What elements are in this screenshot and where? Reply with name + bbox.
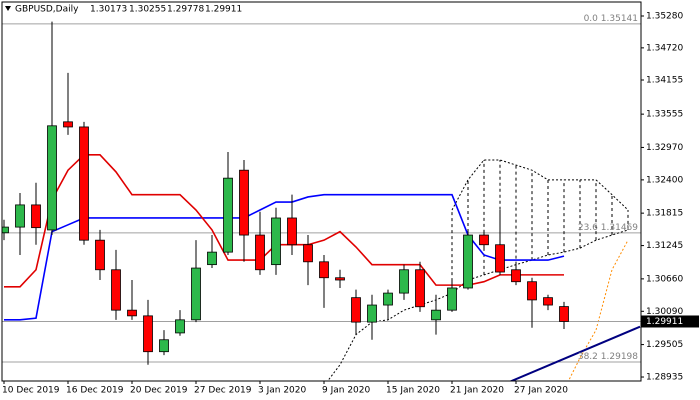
fibo-price: 1.35141 (601, 13, 638, 23)
symbol: GBPUSD,Daily (15, 5, 79, 15)
y-tick-label: 1.34155 (646, 76, 683, 86)
ohlc-low: 1.29778 (167, 5, 204, 15)
candle-body (415, 269, 425, 308)
candle-body (383, 292, 393, 306)
candle-body (303, 244, 313, 263)
candle-body (271, 217, 281, 266)
candle-body (159, 339, 169, 353)
candle-body (95, 239, 105, 271)
ohlc-high: 1.30255 (129, 5, 166, 15)
fibo-ratio: 23.6 (578, 222, 598, 232)
candle-body (239, 169, 249, 236)
candle-body (31, 204, 41, 229)
y-tick-label: 1.35280 (646, 11, 683, 21)
candle-body (479, 234, 489, 246)
trendline-line (509, 325, 641, 381)
candle-body (207, 251, 217, 266)
candle-body (543, 297, 553, 306)
ohlc-close: 1.29911 (205, 5, 242, 15)
candle-body (527, 281, 537, 301)
x-tick-label: 21 Jan 2020 (450, 386, 504, 396)
candle-body (559, 306, 569, 322)
fibo-price: 1.31469 (601, 222, 638, 232)
candle-body (447, 287, 457, 311)
candle-body (319, 261, 329, 279)
fibo-ratio: 38.2 (578, 352, 598, 362)
y-tick-label: 1.32400 (646, 175, 683, 185)
price-tag-label: 1.29911 (646, 317, 683, 327)
y-tick-label: 1.31815 (646, 209, 683, 219)
ohlc-open: 1.30173 (90, 5, 127, 15)
candle-body (175, 319, 185, 334)
candle-body (287, 217, 297, 246)
candle-body (63, 121, 73, 128)
candle-body (495, 244, 505, 273)
candle-body (255, 234, 265, 271)
candle-body (463, 234, 473, 289)
fibo-price: 1.29198 (601, 352, 638, 362)
candle-body (431, 309, 441, 321)
y-tick-label: 1.32970 (646, 143, 683, 153)
x-tick-label: 3 Jan 2020 (258, 386, 306, 396)
fibo-label: 23.6 1.31469 (578, 222, 638, 232)
x-tick-label: 27 Dec 2019 (194, 386, 252, 396)
y-tick-label: 1.33555 (646, 110, 683, 120)
x-tick-label: 15 Jan 2020 (386, 386, 440, 396)
x-tick-label: 9 Jan 2020 (322, 386, 370, 396)
candle-body (79, 126, 89, 241)
candle-body (511, 269, 521, 283)
candle-body (2, 226, 9, 234)
y-tick-label: 1.29505 (646, 340, 683, 350)
span-a-line (327, 229, 629, 381)
price-tag (641, 315, 699, 328)
fibo-ratio: 0.0 (584, 13, 599, 23)
candle-body (47, 125, 57, 231)
candle-body (399, 269, 409, 294)
x-tick-label: 27 Jan 2020 (514, 386, 568, 396)
candle-body (191, 267, 201, 321)
candle-body (335, 277, 345, 281)
y-tick-label: 1.34720 (646, 43, 683, 53)
candle-body (223, 177, 233, 253)
y-tick-label: 1.31245 (646, 241, 683, 251)
x-tick-label: 10 Dec 2019 (2, 386, 60, 396)
candle-body (143, 315, 153, 353)
y-tick-label: 1.28935 (646, 373, 683, 383)
symbol-icon (5, 6, 11, 11)
fibo-label: 38.2 1.29198 (578, 352, 638, 362)
candle-body (127, 309, 137, 317)
plot-area (2, 21, 641, 381)
x-tick-label: 16 Dec 2019 (66, 386, 124, 396)
candle-body (367, 304, 377, 323)
lagging-line (567, 239, 629, 381)
x-tick-label: 20 Dec 2019 (130, 386, 188, 396)
plot-frame (1, 1, 642, 382)
candle-body (15, 204, 25, 228)
y-tick-label: 1.30660 (646, 274, 683, 284)
y-tick-label: 1.30090 (646, 307, 683, 317)
candle-body (351, 297, 361, 323)
fibo-label: 0.0 1.35141 (584, 13, 638, 23)
candle-body (111, 269, 121, 311)
